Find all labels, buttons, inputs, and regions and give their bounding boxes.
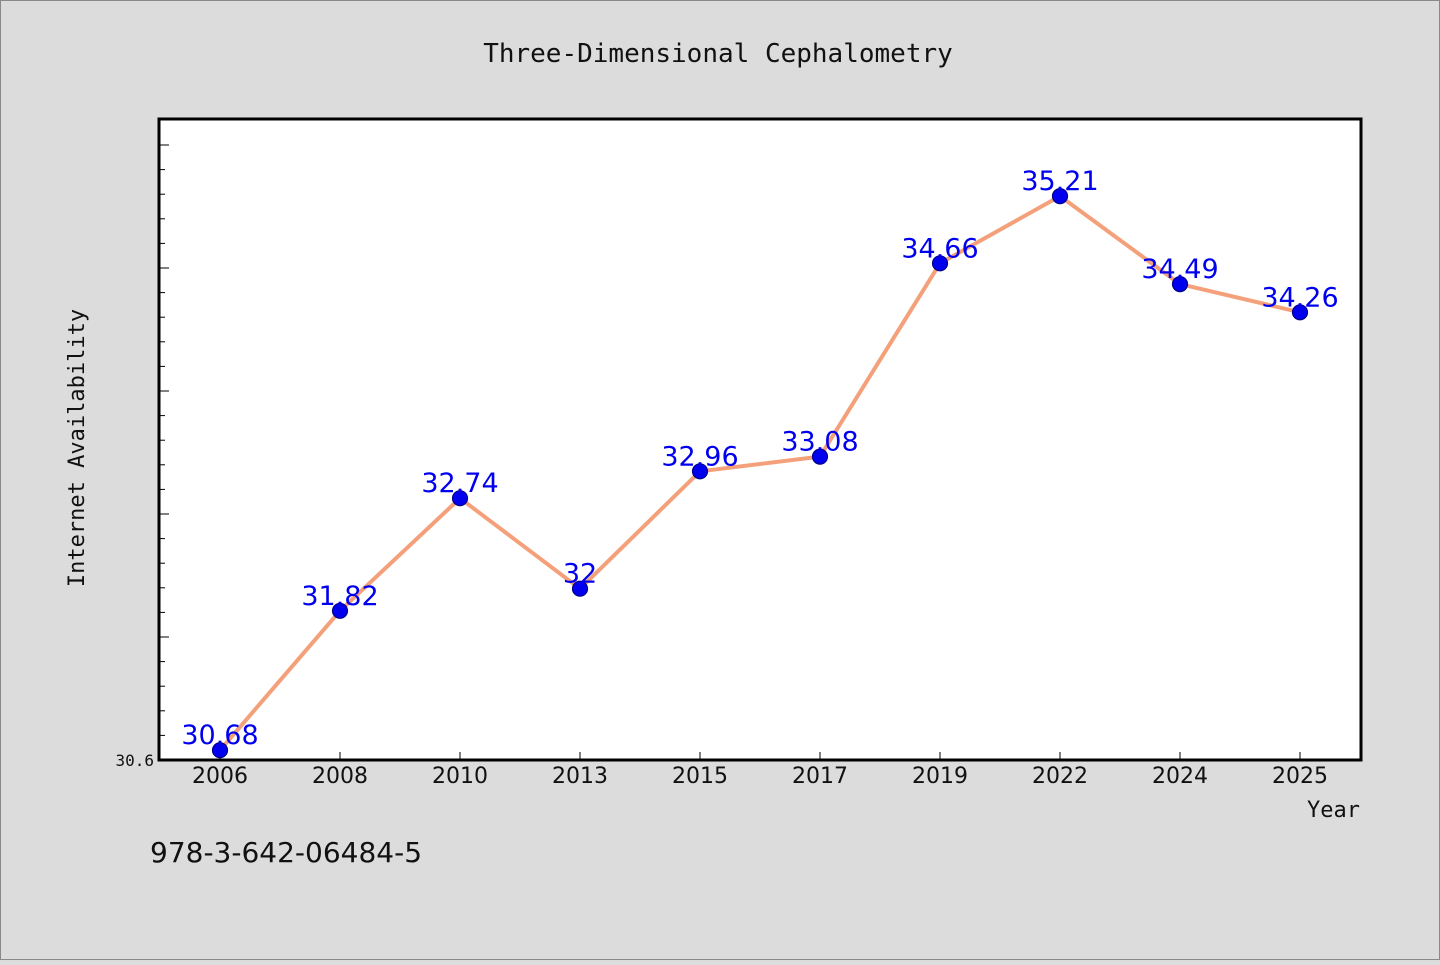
x-tick-label: 2022 bbox=[1032, 764, 1088, 789]
data-point-marker bbox=[1171, 276, 1189, 293]
x-tick-label: 2015 bbox=[672, 764, 728, 789]
x-tick-label: 2008 bbox=[312, 764, 368, 789]
data-point-marker bbox=[211, 742, 229, 759]
data-value-label: 31.82 bbox=[301, 581, 378, 612]
data-value-label: 32.96 bbox=[661, 441, 738, 472]
y-axis-title: Internet Availability bbox=[65, 309, 90, 587]
chart-title: Three-Dimensional Cephalometry bbox=[483, 39, 953, 69]
x-tick-label: 2025 bbox=[1272, 764, 1328, 789]
plot-frame bbox=[157, 117, 1363, 762]
data-point-marker bbox=[571, 580, 589, 597]
data-value-label: 34.49 bbox=[1141, 254, 1218, 285]
data-value-label: 32 bbox=[563, 559, 597, 590]
x-tick-label: 2024 bbox=[1152, 764, 1208, 789]
series-line bbox=[218, 194, 1302, 753]
data-point-marker bbox=[931, 255, 949, 272]
isbn-footer: 978-3-642-06484-5 bbox=[150, 836, 422, 869]
x-axis-ticks: 2006 2008 2010 2013 2015 2017 2019 2022 2024 2025 bbox=[192, 752, 1328, 789]
data-value-label: 32.74 bbox=[421, 468, 498, 499]
x-tick-label: 2006 bbox=[192, 764, 248, 789]
data-point-marker bbox=[451, 490, 469, 507]
plot-area bbox=[159, 119, 1361, 760]
series-layer bbox=[211, 188, 1309, 759]
data-labels-layer: 30.68 31.82 32.74 32 32.96 33.08 34.66 35.21 34.… bbox=[181, 166, 1338, 751]
data-point-marker bbox=[331, 602, 349, 619]
x-tick-label: 2019 bbox=[912, 764, 968, 789]
y-tick-label-min: 30.6 bbox=[115, 751, 154, 770]
data-point-marker bbox=[1051, 188, 1069, 205]
data-value-label: 33.08 bbox=[781, 427, 858, 458]
data-point-marker bbox=[691, 463, 709, 480]
data-value-label: 34.66 bbox=[901, 233, 978, 264]
data-point-marker bbox=[1291, 304, 1309, 321]
data-value-label: 34.26 bbox=[1261, 282, 1338, 313]
data-value-label: 30.68 bbox=[181, 720, 258, 751]
x-tick-label: 2017 bbox=[792, 764, 848, 789]
x-tick-label: 2013 bbox=[552, 764, 608, 789]
data-point-marker bbox=[811, 448, 829, 465]
x-tick-label: 2010 bbox=[432, 764, 488, 789]
data-value-label: 35.21 bbox=[1021, 166, 1098, 197]
x-axis-title: Year bbox=[1307, 798, 1360, 823]
